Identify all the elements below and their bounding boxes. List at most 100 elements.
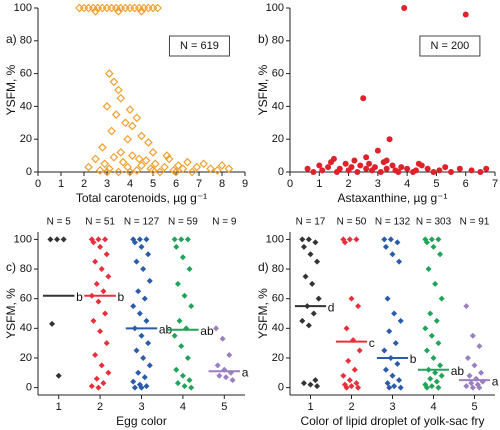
point xyxy=(125,3,135,13)
point xyxy=(305,322,312,329)
point xyxy=(136,236,143,243)
point xyxy=(125,105,135,115)
point xyxy=(353,380,360,387)
point xyxy=(299,317,306,324)
point xyxy=(374,147,381,154)
x-tick-label: 5 xyxy=(150,178,156,190)
point xyxy=(304,165,311,172)
point xyxy=(325,164,332,171)
point xyxy=(133,258,140,265)
point xyxy=(354,169,361,175)
x-tick-label: 1 xyxy=(316,178,322,190)
point xyxy=(146,277,153,284)
n-label: N = 17 xyxy=(296,217,326,228)
point xyxy=(310,310,317,317)
point xyxy=(341,239,348,246)
point xyxy=(430,354,437,361)
point xyxy=(348,164,355,171)
point xyxy=(138,384,145,391)
point xyxy=(143,236,150,243)
annotation-box xyxy=(419,35,481,57)
point xyxy=(463,383,470,390)
point xyxy=(432,369,439,376)
x-axis-label: Astaxanthine, µg g⁻¹ xyxy=(338,191,448,205)
point xyxy=(60,236,67,243)
x-tick-label: 2 xyxy=(97,401,103,413)
point xyxy=(138,243,145,250)
point xyxy=(448,169,455,175)
point xyxy=(381,347,388,354)
x-tick-label: 4 xyxy=(180,401,186,413)
point xyxy=(93,280,100,287)
y-tick-label: 40 xyxy=(20,100,32,112)
point xyxy=(75,3,84,13)
y-tick-label: 100 xyxy=(266,233,284,245)
point xyxy=(319,167,326,174)
point xyxy=(430,169,437,175)
n-label: N = 59 xyxy=(168,217,198,228)
point xyxy=(383,165,390,172)
x-tick-label: 1 xyxy=(56,401,62,413)
n-label: N = 51 xyxy=(85,217,115,228)
x-tick-label: 0 xyxy=(287,178,293,190)
point xyxy=(224,164,234,174)
point xyxy=(116,93,126,103)
point xyxy=(131,239,138,246)
point xyxy=(433,317,440,324)
point xyxy=(188,384,195,391)
x-tick-label: 6 xyxy=(463,178,469,190)
point xyxy=(425,266,432,273)
point xyxy=(47,236,54,243)
point xyxy=(103,251,110,258)
point xyxy=(397,384,404,391)
point xyxy=(90,239,97,246)
y-tick-label: 60 xyxy=(272,68,284,80)
point xyxy=(136,310,143,317)
point xyxy=(389,251,396,258)
point xyxy=(181,292,188,299)
point xyxy=(186,266,193,273)
point xyxy=(437,251,444,258)
point xyxy=(144,138,153,147)
point xyxy=(88,383,95,390)
median-letter: b xyxy=(410,352,417,366)
point xyxy=(423,347,430,354)
point xyxy=(107,3,116,13)
point xyxy=(427,375,434,382)
y-tick-label: 100 xyxy=(266,2,284,14)
point xyxy=(178,164,188,174)
point xyxy=(300,243,307,250)
point xyxy=(186,377,193,384)
point xyxy=(130,3,139,13)
y-axis-label: YSFM, % xyxy=(4,288,18,339)
median-letter: ab xyxy=(451,364,465,378)
point xyxy=(360,95,367,102)
point xyxy=(173,366,180,373)
point xyxy=(164,154,174,164)
point xyxy=(395,169,402,175)
point xyxy=(315,295,322,302)
point xyxy=(148,147,158,157)
point xyxy=(141,295,148,302)
point xyxy=(184,236,191,243)
n-label: N = 127 xyxy=(124,217,160,228)
point xyxy=(107,126,116,136)
n-label: N = 91 xyxy=(460,217,490,228)
point xyxy=(355,384,362,391)
point xyxy=(127,151,137,160)
point xyxy=(340,372,347,379)
point xyxy=(155,167,165,177)
point xyxy=(121,118,130,128)
x-tick-label: 4 xyxy=(404,178,410,190)
point xyxy=(216,372,223,379)
point xyxy=(114,6,123,16)
point xyxy=(176,317,183,324)
x-tick-label: 1 xyxy=(58,178,64,190)
point xyxy=(422,325,429,332)
annotation: N = 619 xyxy=(180,40,219,52)
point xyxy=(476,384,483,391)
x-tick-label: 5 xyxy=(433,178,439,190)
point xyxy=(90,317,97,324)
point xyxy=(54,236,61,243)
